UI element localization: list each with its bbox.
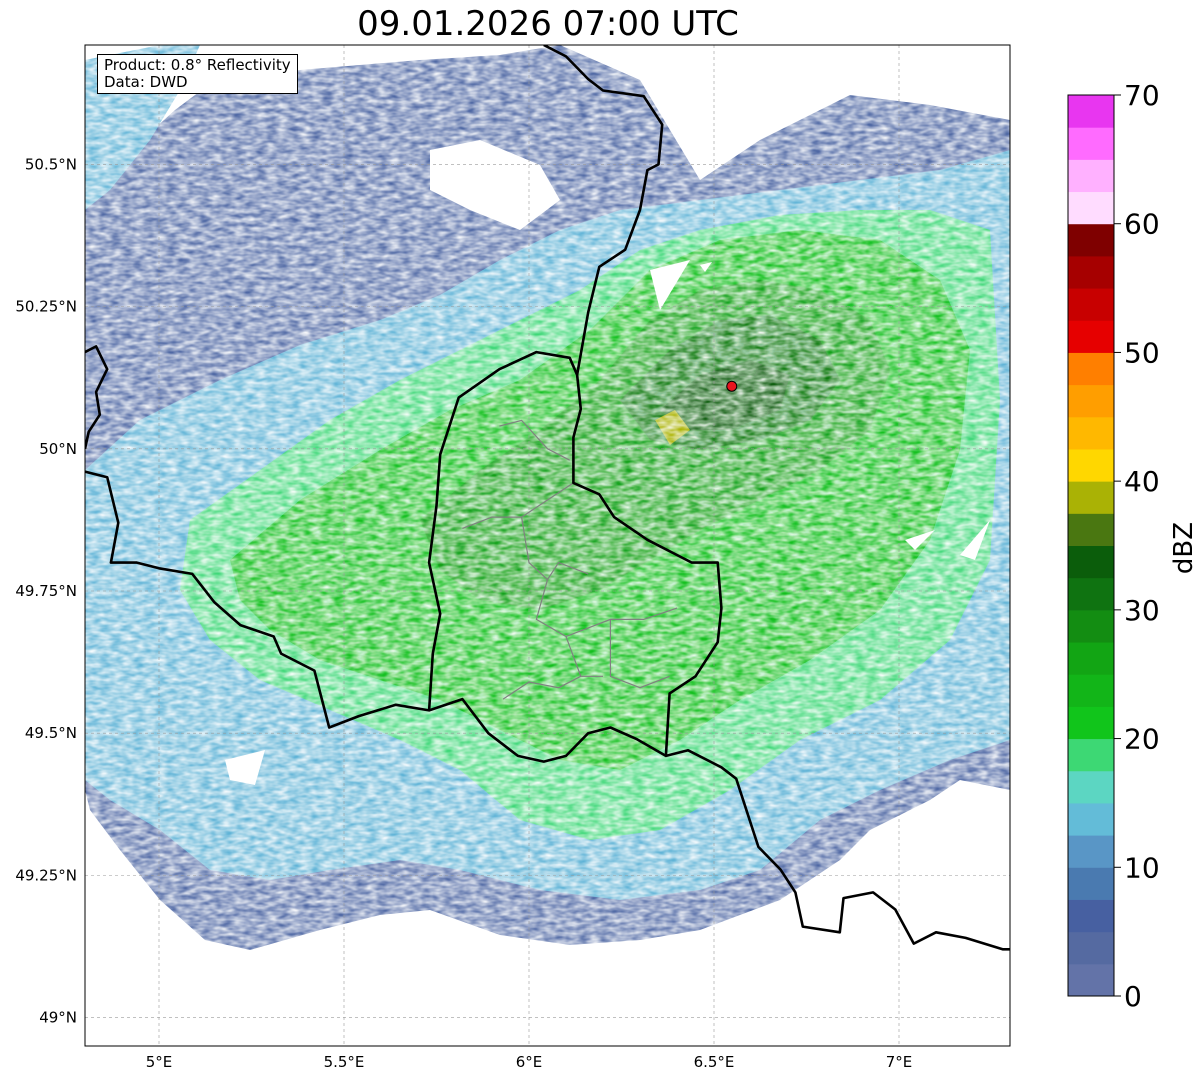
colorbar-step-6 (1068, 770, 1114, 804)
canton-borders (462, 419, 678, 700)
lon-tick-label: 6°E (516, 1053, 543, 1071)
lat-tick-label: 50.5°N (25, 155, 77, 173)
colorbar-step-2 (1068, 899, 1114, 933)
lat-tick-label: 49.5°N (25, 724, 77, 742)
map-title: 09.01.2026 07:00 UTC (357, 4, 739, 44)
map-axes: 5°E 5.5°E 6°E 6.5°E 7°E 49°N 49.25°N 49.5°N 49.… (15, 44, 1011, 1071)
colorbar-step-17 (1068, 416, 1114, 450)
lat-tick-label: 50.25°N (15, 298, 77, 316)
country-borders (85, 45, 1010, 951)
radar-site-marker (726, 380, 738, 392)
colorbar-ticks: 0 10 20 30 40 50 60 70 (1114, 79, 1160, 1013)
reflectivity-layer (85, 45, 1010, 950)
longitude-tick-labels: 5°E 5.5°E 6°E 6.5°E 7°E (146, 1053, 913, 1071)
colorbar-label: dBZ (1169, 522, 1199, 574)
colorbar-step-5 (1068, 802, 1114, 836)
lat-tick-label: 49.25°N (15, 866, 77, 884)
colorbar-step-22 (1068, 255, 1114, 289)
colorbar-step-24 (1068, 191, 1114, 225)
colorbar-step-14 (1068, 513, 1114, 546)
colorbar-tick-label: 30 (1124, 594, 1160, 627)
lat-tick-label: 49.75°N (15, 582, 77, 600)
colorbar-tick-label: 10 (1124, 851, 1160, 884)
colorbar-step-26 (1068, 127, 1114, 160)
colorbar-step-3 (1068, 867, 1114, 900)
colorbar-step-7 (1068, 738, 1114, 772)
colorbar-step-10 (1068, 642, 1114, 675)
colorbar-tick-label: 40 (1124, 465, 1160, 498)
echo-speckle-yellow (655, 410, 690, 445)
echo-gaps (225, 45, 1010, 785)
canton-border-6 (502, 675, 582, 700)
canton-border-0 (499, 419, 570, 461)
colorbar-step-13 (1068, 545, 1114, 579)
graticule (85, 45, 1010, 1046)
colorbar-step-19 (1068, 352, 1114, 386)
lon-tick-label: 6.5°E (694, 1053, 735, 1071)
colorbar-step-27 (1068, 95, 1114, 128)
colorbar-tick-label: 50 (1124, 336, 1160, 369)
colorbar: 0 10 20 30 40 50 60 70 dBZ (1067, 79, 1199, 1013)
colorbar-step-23 (1068, 223, 1114, 257)
map-frame (84, 44, 1011, 1047)
colorbar-steps (1068, 95, 1114, 997)
lon-tick-label: 5°E (146, 1053, 173, 1071)
lat-tick-label: 50°N (39, 440, 77, 458)
latitude-tick-labels: 49°N 49.25°N 49.5°N 49.75°N 50°N 50.25°N 50.5°… (15, 155, 77, 1026)
colorbar-step-8 (1068, 706, 1114, 740)
country-border-2 (427, 350, 723, 756)
product-line: Product: 0.8° Reflectivity (104, 56, 291, 74)
echo-strong-core (660, 360, 790, 430)
colorbar-step-20 (1068, 320, 1114, 353)
lon-tick-label: 7°E (886, 1053, 913, 1071)
colorbar-step-4 (1068, 835, 1114, 868)
colorbar-tick-label: 20 (1124, 723, 1160, 756)
product-info-box: Product: 0.8° Reflectivity Data: DWD (97, 54, 298, 94)
canton-border-4 (565, 607, 678, 638)
colorbar-step-16 (1068, 448, 1114, 482)
colorbar-step-25 (1068, 159, 1114, 193)
colorbar-step-11 (1068, 609, 1114, 643)
colorbar-tick-label: 70 (1124, 79, 1160, 112)
colorbar-step-0 (1068, 963, 1114, 997)
colorbar-step-1 (1068, 931, 1114, 965)
data-source-line: Data: DWD (104, 73, 188, 91)
colorbar-step-21 (1068, 288, 1114, 321)
country-border-0 (85, 345, 109, 450)
colorbar-frame (1067, 94, 1115, 997)
colorbar-step-15 (1068, 481, 1114, 514)
colorbar-tick-label: 60 (1124, 208, 1160, 241)
colorbar-step-12 (1068, 577, 1114, 611)
country-border-3 (543, 45, 664, 376)
lat-tick-label: 49°N (39, 1009, 77, 1027)
country-border-1 (85, 470, 1010, 951)
lon-tick-label: 5.5°E (324, 1053, 365, 1071)
colorbar-step-18 (1068, 384, 1114, 418)
colorbar-step-9 (1068, 674, 1114, 707)
canton-border-5 (609, 619, 670, 689)
colorbar-tick-label: 0 (1124, 980, 1142, 1013)
